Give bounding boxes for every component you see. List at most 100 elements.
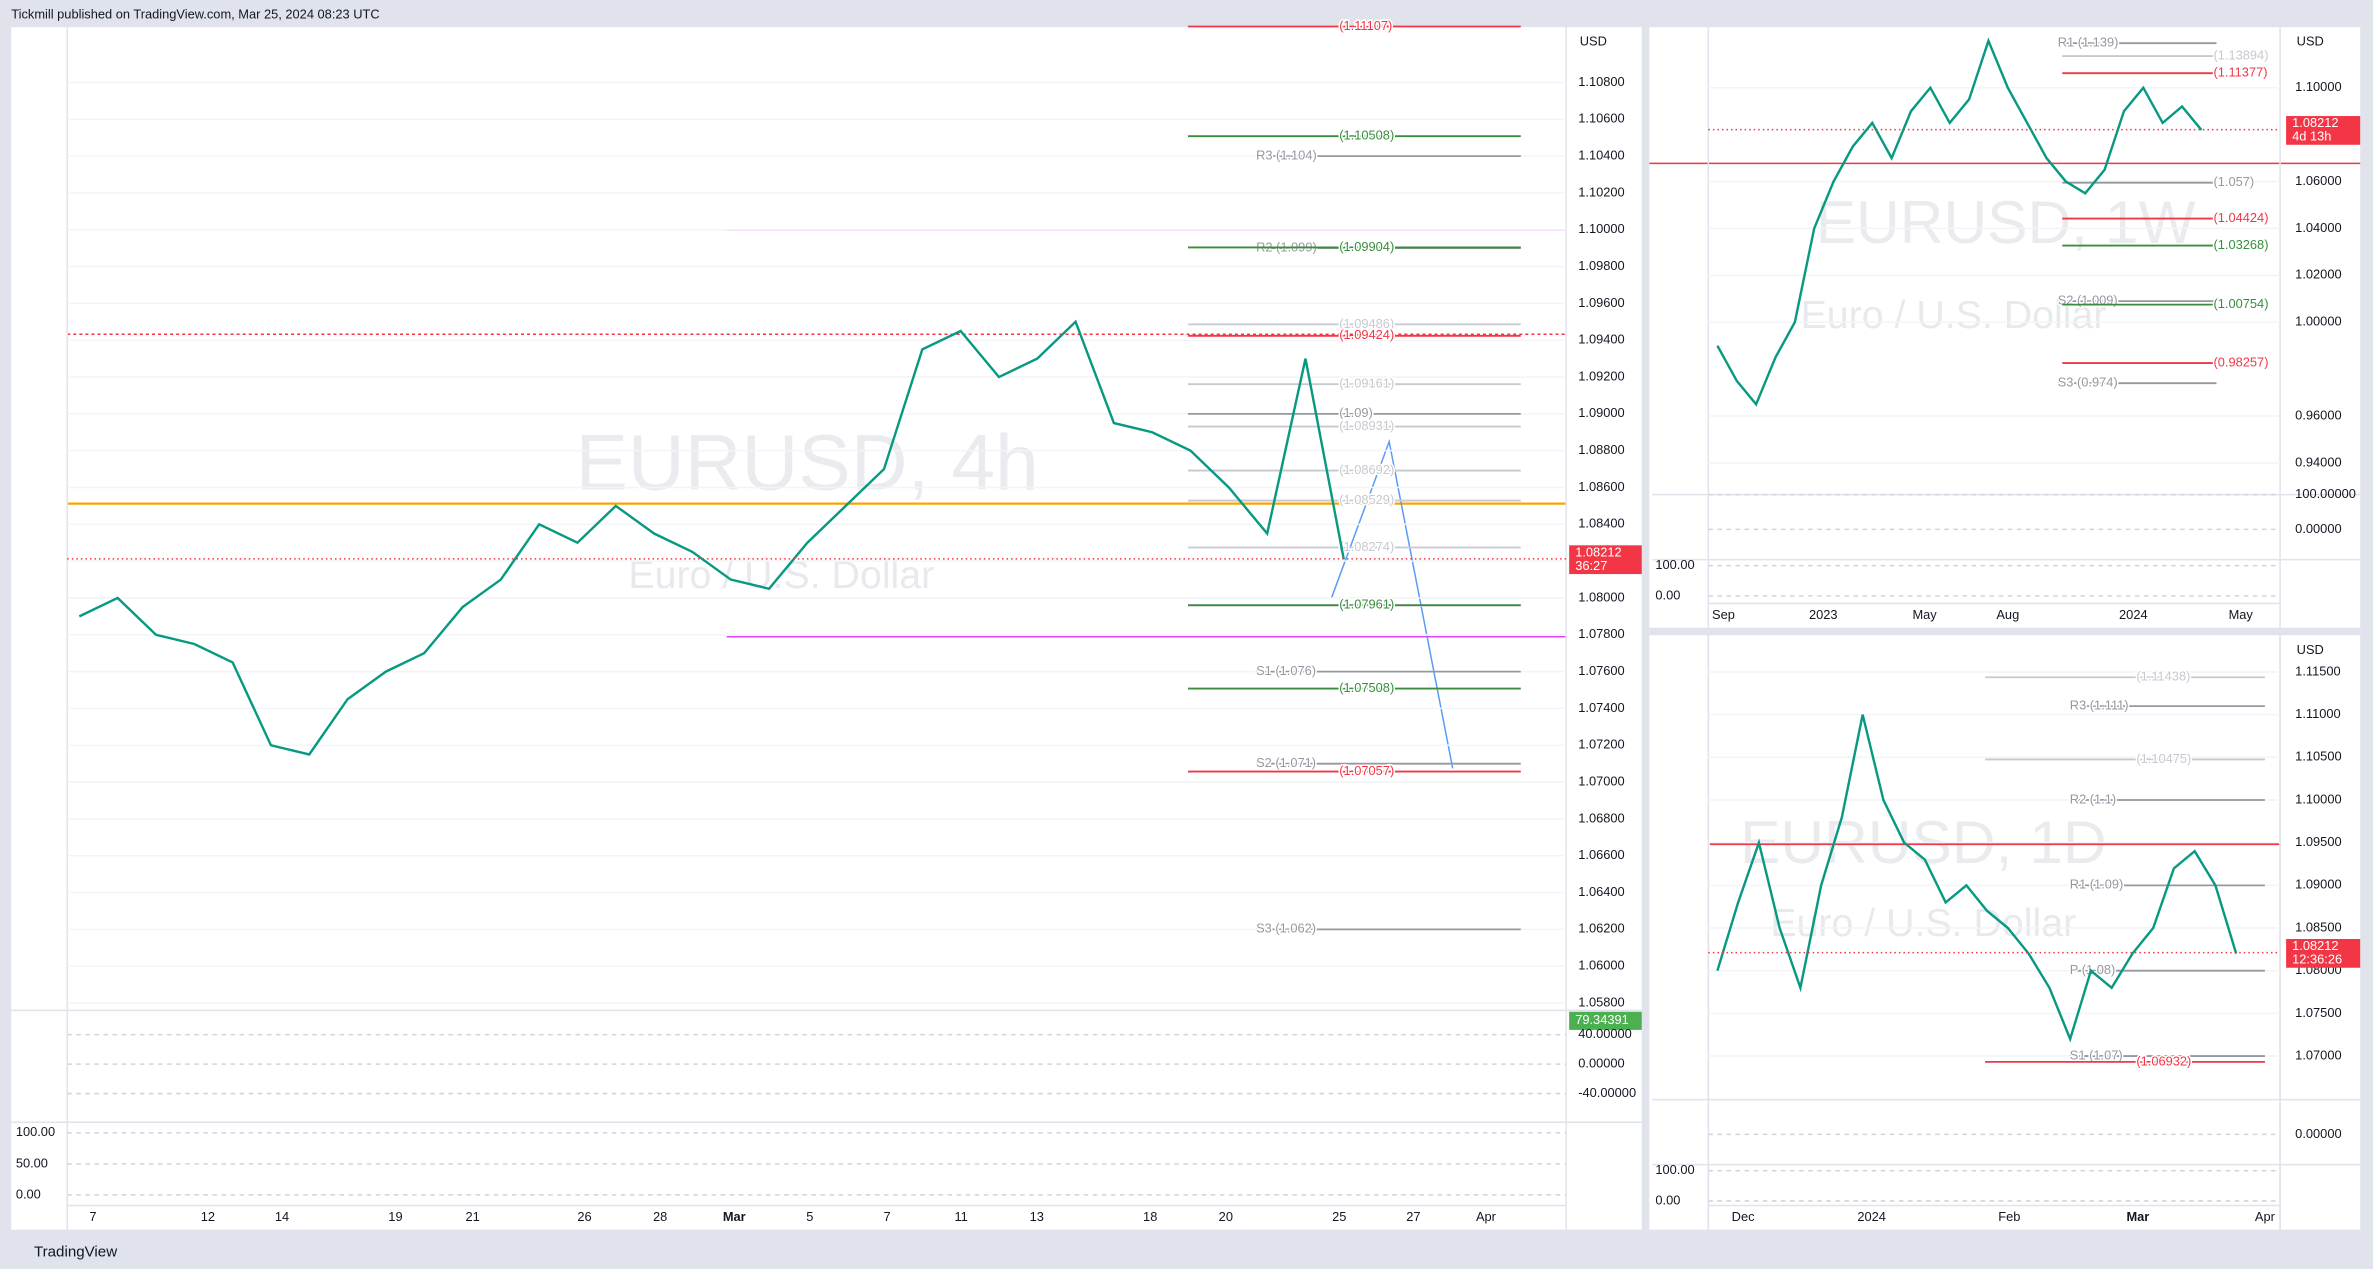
pane-tick-label: 100.00000: [2295, 486, 2356, 501]
level-label: R3 (1.111): [2070, 697, 2129, 712]
countdown: 4d 13h: [2292, 129, 2331, 144]
level-label: (1.09161): [1339, 376, 1394, 391]
price-tick-label: 1.09000: [1578, 405, 1624, 420]
price-tick-label: 1.09800: [1578, 258, 1624, 273]
date-label: 2024: [2119, 607, 2148, 622]
level-label: (1.00754): [2213, 296, 2268, 311]
level-label: (1.057): [2213, 174, 2254, 189]
date-label: Sep: [1712, 607, 1735, 622]
watermark-name: Euro / U.S. Dollar: [1770, 901, 2076, 945]
date-label: 2024: [1857, 1209, 1886, 1224]
level-label: (1.10475): [2136, 751, 2191, 766]
last-price: 1.08212: [2292, 115, 2338, 130]
last-price-box: [2286, 116, 2361, 145]
price-tick-label: 1.11500: [2295, 663, 2340, 678]
price-tick-label: 1.11000: [2295, 706, 2340, 721]
price-tick-label: 1.06000: [2295, 173, 2341, 188]
price-tick-label: 1.08400: [1578, 516, 1624, 531]
level-label: (1.10508): [1339, 128, 1394, 143]
level-label: (1.08529): [1339, 492, 1394, 507]
pane-tick-label: 0.00000: [1578, 1056, 1624, 1071]
price-tick-label: 1.09400: [1578, 332, 1624, 347]
date-label: Mar: [2126, 1209, 2149, 1224]
level-label: S2 (1.071): [1256, 755, 1316, 770]
price-tick-label: 1.10000: [1578, 221, 1624, 236]
level-label: (1.11438): [2136, 669, 2190, 684]
level-label: (1.07057): [1339, 763, 1394, 778]
indicator-value: 79.34391: [1575, 1012, 1629, 1027]
date-label: Aug: [1996, 607, 2019, 622]
price-tick-label: 1.02000: [2295, 267, 2341, 282]
price-tick-label: 1.09000: [2295, 877, 2341, 892]
date-label: 26: [577, 1209, 591, 1224]
main-panel: [11, 27, 1642, 1230]
date-label: 14: [275, 1209, 289, 1224]
date-label: Feb: [1998, 1209, 2020, 1224]
watermark-name: Euro / U.S. Dollar: [1801, 293, 2107, 337]
date-label: 12: [201, 1209, 215, 1224]
date-label: 11: [954, 1209, 967, 1224]
price-tick-label: 1.07600: [1578, 663, 1624, 678]
price-tick-label: 1.09200: [1578, 368, 1624, 383]
price-tick-label: 1.08500: [2295, 919, 2341, 934]
countdown: 12:36:26: [2292, 952, 2342, 967]
last-price: 1.08212: [2292, 938, 2338, 953]
price-tick-label: 1.09600: [1578, 295, 1624, 310]
level-label: (1.13894): [2213, 47, 2268, 62]
publisher: Tickmill published on TradingView.com, M…: [11, 7, 379, 22]
level-label: (1.08692): [1339, 462, 1394, 477]
pane-tick-label: 100.00: [16, 1124, 55, 1139]
last-price-box: [2286, 939, 2361, 968]
level-label: R2 (1.1): [2070, 791, 2116, 806]
level-label: S3 (1.062): [1256, 921, 1316, 936]
date-label: 18: [1143, 1209, 1157, 1224]
watermark: EURUSD, 4h: [575, 419, 1038, 507]
price-tick-label: 1.10400: [1578, 147, 1624, 162]
indicator-box: [1569, 1011, 1642, 1030]
date-label: Apr: [1476, 1209, 1497, 1224]
price-tick-label: 1.04000: [2295, 220, 2341, 235]
level-label: (1.06932): [2136, 1053, 2191, 1068]
date-label: 5: [806, 1209, 813, 1224]
level-label: (1.04424): [2213, 210, 2268, 225]
price-tick-label: 1.09500: [2295, 834, 2341, 849]
pane-tick-label: 0.00: [1655, 587, 1680, 602]
weekly-panel: [1649, 27, 2361, 628]
price-tick-label: 1.10600: [1578, 111, 1624, 126]
price-tick-label: 1.00000: [2295, 314, 2341, 329]
price-tick-label: 1.07400: [1578, 700, 1624, 715]
level-label: (1.11107): [1339, 18, 1392, 33]
watermark: EURUSD, 1W: [1816, 188, 2196, 256]
countdown: 36:27: [1575, 558, 1607, 573]
level-label: (1.07508): [1339, 680, 1394, 695]
price-line: [1716, 714, 2238, 1043]
pane-tick-label: 0.00000: [2295, 521, 2341, 536]
level-label: S1 (1.07): [2070, 1047, 2123, 1062]
projection: [1330, 438, 1454, 769]
price-tick-label: 1.06200: [1578, 921, 1624, 936]
pane-tick-label: 0.00: [16, 1186, 41, 1201]
currency: USD: [2297, 34, 2324, 49]
price-tick-label: 1.07000: [1578, 773, 1624, 788]
price-tick-label: 1.10500: [2295, 749, 2341, 764]
level-label: S3 (0.974): [2058, 375, 2118, 390]
price-tick-label: 1.06600: [1578, 847, 1624, 862]
date-label: 19: [388, 1209, 402, 1224]
price-line: [78, 319, 1345, 756]
level-label: (1.09904): [1339, 239, 1394, 254]
date-label: 25: [1332, 1209, 1346, 1224]
level-label: P (1.08): [2070, 962, 2115, 977]
price-tick-label: 1.08000: [1578, 589, 1624, 604]
price-tick-label: 1.07800: [1578, 626, 1624, 641]
date-label: 7: [89, 1209, 96, 1224]
date-label: Mar: [723, 1209, 746, 1224]
currency: USD: [1580, 34, 1607, 49]
level-label: R1 (1.09): [2070, 877, 2124, 892]
pane-tick-label: 0.00: [1655, 1192, 1680, 1207]
price-tick-label: 1.06000: [1578, 958, 1624, 973]
price-tick-label: 1.10000: [2295, 791, 2341, 806]
level-label: S1 (1.076): [1256, 663, 1316, 678]
price-tick-label: 1.06400: [1578, 884, 1624, 899]
pane-tick-label: 100.00: [1655, 557, 1694, 572]
price-tick-label: 1.05800: [1578, 994, 1624, 1009]
